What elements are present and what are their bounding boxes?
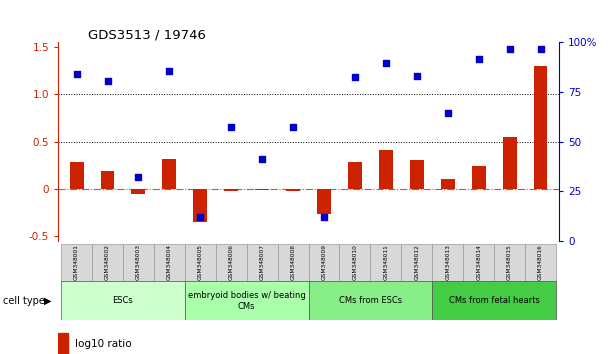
Point <box>226 125 236 130</box>
Bar <box>472 166 486 189</box>
Bar <box>185 244 216 281</box>
Bar <box>92 244 123 281</box>
Point <box>196 214 205 220</box>
Text: GSM348012: GSM348012 <box>414 244 419 280</box>
Bar <box>277 244 309 281</box>
Text: ESCs: ESCs <box>112 296 133 306</box>
Point <box>257 156 267 161</box>
Point <box>288 125 298 130</box>
Point <box>505 46 514 52</box>
Point <box>319 214 329 220</box>
Bar <box>216 244 247 281</box>
Bar <box>503 137 516 189</box>
Bar <box>247 244 277 281</box>
Bar <box>185 281 309 320</box>
Text: embryoid bodies w/ beating
CMs: embryoid bodies w/ beating CMs <box>188 291 306 310</box>
Point <box>134 175 144 180</box>
Text: CMs from ESCs: CMs from ESCs <box>339 296 402 306</box>
Bar <box>70 162 84 189</box>
Text: GSM348010: GSM348010 <box>353 244 357 280</box>
Bar <box>432 244 463 281</box>
Text: CMs from fetal hearts: CMs from fetal hearts <box>448 296 540 306</box>
Text: GSM348001: GSM348001 <box>74 244 79 280</box>
Text: GSM348008: GSM348008 <box>291 244 296 280</box>
Bar <box>348 162 362 189</box>
Point <box>103 78 112 84</box>
Text: GSM348002: GSM348002 <box>105 244 110 280</box>
Point <box>350 75 360 80</box>
Bar <box>61 244 92 281</box>
Point <box>443 110 453 116</box>
Text: GSM348009: GSM348009 <box>321 244 326 280</box>
Bar <box>123 244 154 281</box>
Bar <box>379 150 393 189</box>
Bar <box>101 171 114 189</box>
Bar <box>255 189 269 190</box>
Bar <box>309 244 340 281</box>
Bar <box>525 244 556 281</box>
Text: log10 ratio: log10 ratio <box>75 339 131 349</box>
Text: cell type: cell type <box>3 296 45 306</box>
Point <box>474 56 483 61</box>
Text: GSM348015: GSM348015 <box>507 244 512 280</box>
Text: GSM348007: GSM348007 <box>260 244 265 280</box>
Bar <box>131 189 145 194</box>
Bar <box>370 244 401 281</box>
Text: GSM348014: GSM348014 <box>476 244 481 280</box>
Bar <box>193 189 207 222</box>
Point <box>71 71 81 76</box>
Text: GSM348005: GSM348005 <box>198 244 203 280</box>
Text: ▶: ▶ <box>44 296 51 306</box>
Text: GSM348016: GSM348016 <box>538 244 543 280</box>
Point <box>536 46 546 52</box>
Bar <box>154 244 185 281</box>
Text: GSM348003: GSM348003 <box>136 244 141 280</box>
Bar <box>494 244 525 281</box>
Point <box>381 61 391 66</box>
Bar <box>309 281 432 320</box>
Bar <box>432 281 556 320</box>
Bar <box>224 189 238 191</box>
Point <box>412 73 422 78</box>
Text: GDS3513 / 19746: GDS3513 / 19746 <box>88 28 206 41</box>
Point <box>164 68 174 74</box>
Bar <box>441 179 455 189</box>
Bar <box>340 244 370 281</box>
Bar <box>463 244 494 281</box>
Bar <box>410 160 424 189</box>
Bar <box>286 189 300 191</box>
Text: GSM348006: GSM348006 <box>229 244 234 280</box>
Bar <box>61 281 185 320</box>
Bar <box>533 66 547 189</box>
Bar <box>401 244 432 281</box>
Bar <box>58 333 68 354</box>
Text: GSM348004: GSM348004 <box>167 244 172 280</box>
Bar <box>317 189 331 214</box>
Bar <box>163 159 177 189</box>
Text: GSM348011: GSM348011 <box>383 244 389 280</box>
Text: GSM348013: GSM348013 <box>445 244 450 280</box>
